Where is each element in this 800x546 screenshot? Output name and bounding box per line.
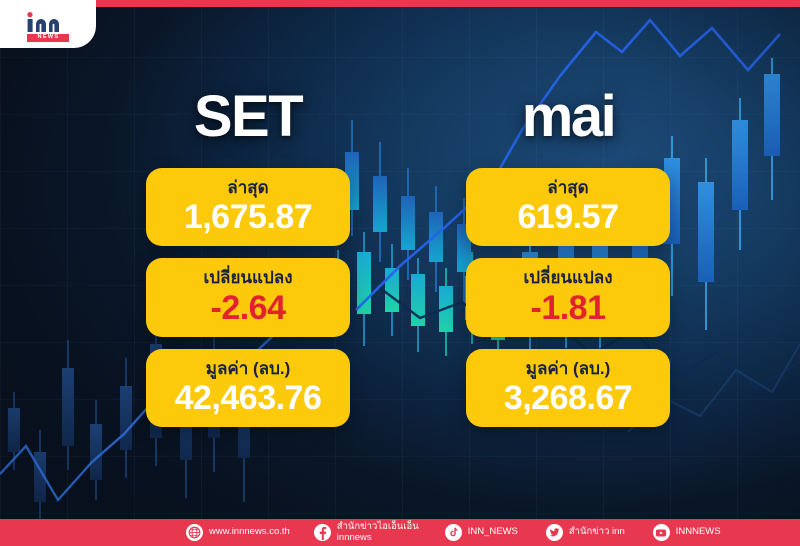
stat-label: เปลี่ยนแปลง [203, 268, 293, 288]
facebook-icon [313, 524, 331, 541]
footer-item-twitter[interactable]: สำนักข่าว inn [545, 524, 625, 541]
footer-label: สำนักข่าวไอเอ็นเอ็น innnews [336, 520, 419, 543]
stat-label: ล่าสุด [547, 178, 589, 197]
stat-card-set-value: มูลค่า (ลบ.) 42,463.76 [146, 348, 350, 427]
inn-news-logo: NEWS [0, 0, 96, 48]
footer-label: INN_NEWS [467, 526, 518, 538]
index-column-mai: mai ล่าสุด 619.57 เปลี่ยนแปลง -1.81 มูลค… [453, 88, 683, 439]
top-accent-bar [0, 0, 800, 7]
tiktok-icon [444, 524, 462, 541]
stat-value: 619.57 [517, 198, 620, 237]
footer-social-bar: www.innnews.co.th สำนักข่าวไอเอ็นเอ็น in… [0, 519, 800, 546]
index-title-set: SET [193, 84, 304, 149]
index-column-set: SET ล่าสุด 1,675.87 เปลี่ยนแปลง -2.64 มู… [133, 88, 363, 439]
footer-item-website[interactable]: www.innnews.co.th [186, 524, 290, 541]
footer-label: สำนักข่าว inn [568, 526, 625, 538]
youtube-icon [652, 524, 670, 541]
stat-value: -1.81 [530, 288, 607, 327]
stat-value: 3,268.67 [503, 378, 633, 417]
stat-card-mai-change: เปลี่ยนแปลง -1.81 [466, 258, 670, 337]
footer-item-youtube[interactable]: INNNEWS [652, 524, 721, 541]
stat-card-set-latest: ล่าสุด 1,675.87 [146, 168, 350, 247]
logo-wordmark [26, 11, 70, 32]
stat-label: มูลค่า (ลบ.) [205, 358, 291, 378]
stat-value: 42,463.76 [174, 378, 322, 417]
logo-news-badge: NEWS [27, 33, 69, 43]
stat-value: -2.64 [210, 288, 287, 327]
stat-label: มูลค่า (ลบ.) [525, 358, 611, 378]
stat-label: ล่าสุด [227, 178, 269, 197]
globe-icon [186, 524, 203, 541]
footer-item-tiktok[interactable]: INN_NEWS [444, 524, 518, 541]
twitter-icon [545, 524, 563, 541]
stat-label: เปลี่ยนแปลง [523, 268, 613, 288]
stat-card-mai-latest: ล่าสุด 619.57 [466, 168, 670, 247]
stat-card-mai-value: มูลค่า (ลบ.) 3,268.67 [466, 348, 670, 427]
footer-item-facebook[interactable]: สำนักข่าวไอเอ็นเอ็น innnews [313, 520, 419, 543]
footer-label: INNNEWS [675, 526, 721, 538]
footer-label: www.innnews.co.th [209, 526, 290, 538]
index-title-mai: mai [521, 84, 617, 149]
stat-value: 1,675.87 [183, 198, 313, 237]
stat-card-set-change: เปลี่ยนแปลง -2.64 [146, 258, 350, 337]
inn-letters-icon [27, 11, 59, 32]
